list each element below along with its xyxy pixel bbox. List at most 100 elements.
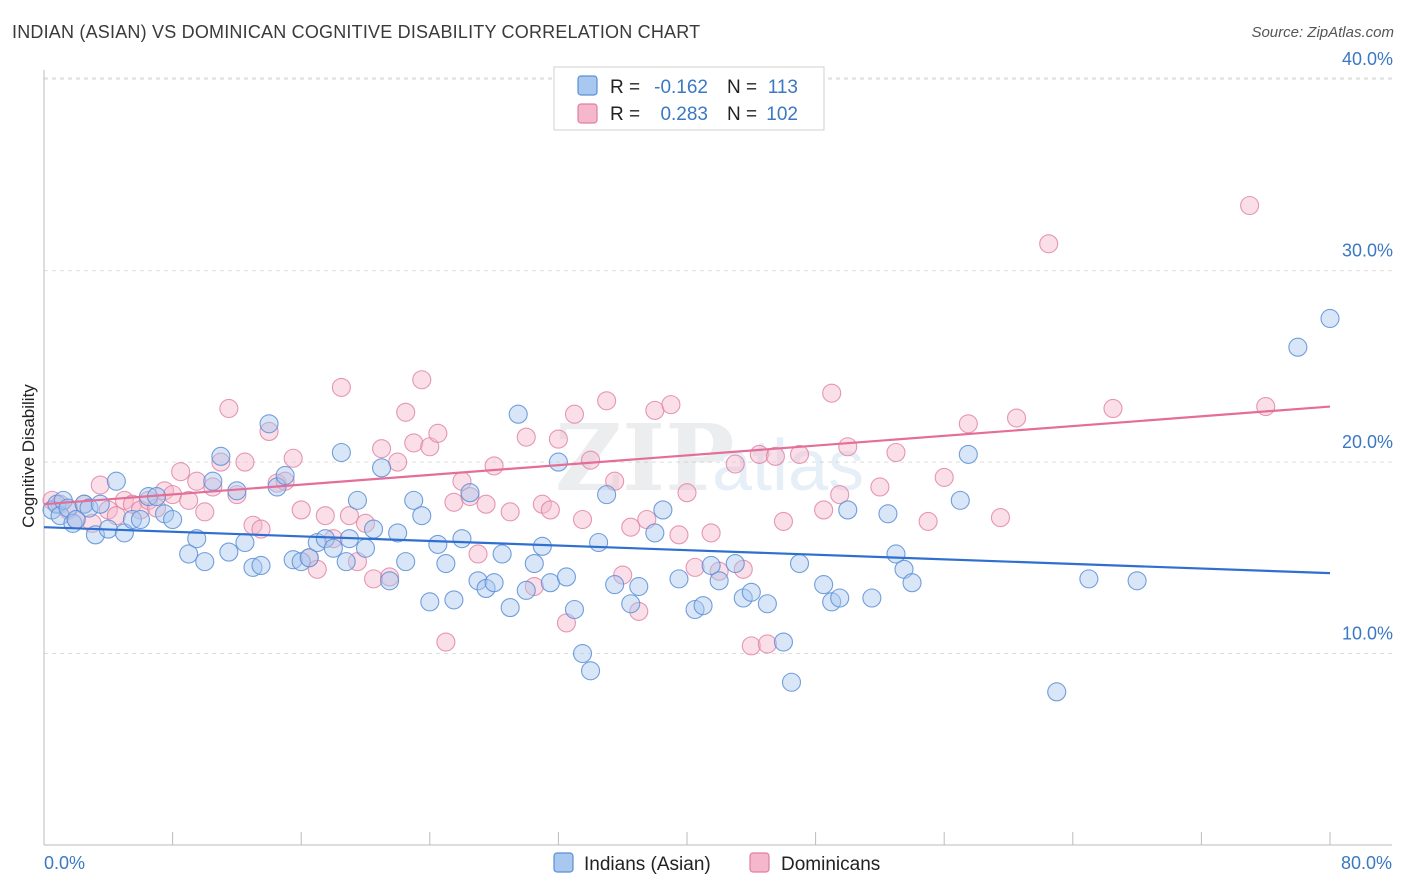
- dominicans-point: [315, 506, 335, 526]
- dominicans-point: [580, 450, 601, 470]
- dominicans-point: [564, 404, 585, 424]
- dominicans-point: [990, 508, 1011, 528]
- dominicans-point: [363, 569, 384, 589]
- indians-asian-point: [548, 452, 568, 472]
- indians-asian-point: [79, 498, 99, 518]
- indians-asian-point: [347, 490, 368, 510]
- stats-legend: R = -0.162 N = 113 R = 0.283 N = 102: [553, 66, 825, 131]
- indians-asian-point: [460, 483, 480, 503]
- legend-label-dominicans: Dominicans: [781, 854, 880, 875]
- indians-asian-point: [1127, 571, 1147, 591]
- dominicans-point: [613, 565, 633, 585]
- dominicans-point: [307, 559, 327, 579]
- dominicans-point: [830, 485, 850, 505]
- legend-swatch-indians-asian: [553, 852, 574, 873]
- indians-asian-point: [219, 542, 239, 562]
- dominicans-point: [484, 456, 504, 476]
- dominicans-point: [291, 500, 311, 520]
- indians-asian-point: [187, 529, 207, 549]
- indians-asian-point: [179, 544, 199, 564]
- stats-legend-n-value-blue: 113: [768, 77, 798, 98]
- indians-asian-point: [211, 446, 231, 466]
- dominicans-point: [685, 557, 705, 577]
- indians-asian-point: [130, 509, 150, 530]
- dominicans-point: [870, 477, 890, 497]
- dominicans-point: [211, 452, 231, 472]
- indians-asian-point: [589, 532, 609, 553]
- stats-legend-r-label-pink: R =: [610, 104, 640, 125]
- indians-asian-point: [90, 494, 110, 514]
- indians-asian-point: [388, 523, 408, 543]
- x-tick-label-min: 0.0%: [44, 853, 85, 873]
- dominicans-point: [251, 519, 271, 539]
- dominicans-point: [814, 500, 834, 520]
- dominicans-point: [572, 509, 593, 530]
- indians-asian-point: [580, 661, 601, 681]
- dominicans-point: [621, 517, 641, 537]
- y-tick-labels: 10.0% 20.0% 30.0% 40.0%: [1342, 49, 1393, 643]
- dominicans-point: [773, 511, 794, 531]
- indians-asian-point: [540, 573, 560, 593]
- indians-asian-point: [950, 490, 970, 510]
- dominicans-point: [597, 391, 617, 411]
- indians-asian-point: [572, 643, 593, 664]
- dominicans-point: [372, 439, 392, 459]
- trendlines: [43, 405, 1331, 575]
- indians-asian-point: [243, 557, 263, 577]
- dominicans-point: [444, 492, 464, 512]
- dominicans-point: [412, 370, 432, 390]
- indians-asian-point: [1320, 308, 1340, 329]
- dominicans-point: [669, 525, 689, 545]
- dominicans-point: [500, 502, 520, 522]
- dominicans-point: [516, 427, 536, 447]
- y-axis-title: Cognitive Disability: [19, 384, 38, 528]
- dominicans-point: [235, 452, 255, 472]
- indians-asian-point: [452, 529, 472, 549]
- indians-asian-point: [259, 414, 279, 434]
- dominicans-point: [701, 523, 721, 543]
- dominicans-point: [388, 452, 408, 472]
- dominicans-point: [404, 433, 424, 453]
- indians-asian-point: [605, 575, 625, 595]
- indians-asian-point: [363, 519, 384, 539]
- indians-asian-point: [444, 590, 464, 610]
- dominicans-point: [629, 601, 649, 621]
- indians-asian-point: [597, 485, 617, 505]
- dominicans-point: [259, 421, 279, 441]
- indians-asian-point: [757, 594, 777, 614]
- indians-asian-point: [629, 576, 649, 597]
- stats-legend-r-label-blue: R =: [610, 77, 640, 98]
- indians-asian-point: [693, 596, 713, 616]
- indians-asian-point: [701, 555, 721, 576]
- indians-asian-point: [564, 599, 585, 620]
- indians-asian-point: [516, 580, 536, 600]
- indians-asian-point: [235, 532, 255, 553]
- dominicans-point: [645, 400, 665, 420]
- indians-asian-point: [85, 525, 105, 545]
- indians-asian-point: [669, 569, 689, 589]
- indians-asian-point: [830, 588, 850, 608]
- dominicans-point: [677, 483, 697, 503]
- indians-asian-point: [163, 509, 183, 530]
- dominicans-point: [749, 444, 769, 464]
- dominicans-point: [436, 632, 456, 652]
- series-legend: Indians (Asian) Dominicans: [553, 852, 880, 875]
- dominicans-point: [1240, 195, 1260, 216]
- indians-asian-trendline: [43, 526, 1331, 575]
- dominicans-point: [548, 429, 568, 449]
- dominicans-point: [187, 471, 207, 491]
- chart-title: INDIAN (ASIAN) VS DOMINICAN COGNITIVE DI…: [12, 22, 701, 42]
- dominicans-point: [428, 423, 448, 443]
- indians-asian-point: [621, 594, 641, 614]
- dominicans-point: [331, 377, 351, 397]
- dominicans-point: [476, 494, 496, 514]
- stats-legend-r-value-blue: -0.162: [654, 77, 708, 98]
- stats-legend-swatch-blue: [577, 75, 598, 96]
- x-tick-label-max: 80.0%: [1341, 853, 1392, 873]
- dominicans-point: [765, 446, 785, 466]
- dominicans-point: [468, 544, 488, 564]
- dominicans-point: [741, 636, 761, 656]
- indians-asian-point: [1079, 569, 1099, 589]
- indians-asian-point: [315, 529, 335, 549]
- dominicans-point: [540, 500, 560, 520]
